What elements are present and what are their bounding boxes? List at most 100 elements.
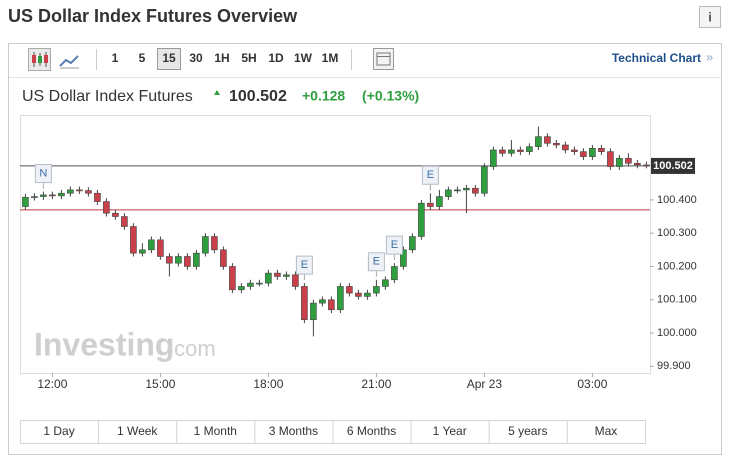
candle-body xyxy=(67,189,74,194)
plot-frame xyxy=(20,115,651,374)
interval-button[interactable]: 30 xyxy=(189,51,203,65)
candle-body xyxy=(346,286,353,294)
y-tick-label: 100.400 xyxy=(657,194,697,206)
candle-body xyxy=(436,196,443,207)
plot: 99.900 100.000 100.100 100.200 100.300 100.40… xyxy=(20,126,697,391)
interval-button[interactable]: 1 xyxy=(112,51,119,65)
event-marker[interactable] xyxy=(385,235,403,255)
candle-body xyxy=(247,282,254,287)
y-tick-label: 100.300 xyxy=(657,227,697,239)
y-tick-label: 100.200 xyxy=(657,260,697,272)
candle-body xyxy=(220,249,227,267)
event-label: E xyxy=(301,259,308,271)
candle-body xyxy=(202,236,209,254)
candle-body xyxy=(616,157,623,167)
candle-body xyxy=(40,194,47,197)
watermark-brand: Investing xyxy=(34,326,174,362)
candle-body xyxy=(409,236,416,251)
event-marker[interactable] xyxy=(421,165,439,185)
range-button[interactable] xyxy=(566,420,646,444)
candle-body xyxy=(643,164,650,167)
interval-button[interactable]: 5 xyxy=(139,51,146,65)
interval-button[interactable]: 1W xyxy=(294,51,313,65)
calendar-icon xyxy=(376,52,391,66)
candle-body xyxy=(130,226,137,254)
candle-body xyxy=(634,162,641,166)
page-title: US Dollar Index Futures Overview xyxy=(8,6,298,26)
candle-body xyxy=(265,272,272,284)
candle-body xyxy=(175,256,182,264)
interval-button[interactable]: 5H xyxy=(241,51,256,65)
candle-body xyxy=(310,302,317,321)
info-icon: i xyxy=(708,9,712,24)
event-marker[interactable] xyxy=(367,252,385,272)
y-tick-label: 99.900 xyxy=(657,360,691,372)
x-tick-label: 21:00 xyxy=(361,377,391,391)
range-label: 1 Year xyxy=(433,424,467,438)
candle-body xyxy=(139,249,146,254)
range-label: 5 years xyxy=(508,424,547,438)
candle-body xyxy=(121,216,128,227)
candle-body xyxy=(544,136,551,144)
candle-body xyxy=(85,190,92,194)
candle-body xyxy=(193,252,200,267)
link-arrow: » xyxy=(706,49,713,64)
up-arrow xyxy=(214,90,220,95)
candle-body xyxy=(157,239,164,257)
x-tick-label: 12:00 xyxy=(37,377,67,391)
event-label: E xyxy=(391,239,398,251)
event-label: E xyxy=(427,169,434,181)
candle-body xyxy=(103,201,110,214)
range-label: 1 Month xyxy=(194,424,237,438)
candle-body xyxy=(598,147,605,152)
candle-body xyxy=(508,149,515,154)
event-marker[interactable] xyxy=(34,164,52,184)
candle-body xyxy=(499,149,506,154)
x-tick-label: Apr 23 xyxy=(467,377,503,391)
range-label: 1 Day xyxy=(43,424,74,438)
range-label: 6 Months xyxy=(347,424,396,438)
event-marker[interactable] xyxy=(295,255,313,275)
candle-icon xyxy=(32,52,48,67)
price-change: +0.128 xyxy=(302,88,345,104)
interval-button[interactable]: 15 xyxy=(162,51,176,65)
technical-chart-link[interactable]: Technical Chart xyxy=(612,51,701,65)
line-chart-button[interactable] xyxy=(59,55,79,67)
interval-button[interactable]: 1M xyxy=(322,51,339,65)
candle-body xyxy=(553,142,560,146)
candle-body xyxy=(472,187,479,194)
candle-body xyxy=(256,282,263,285)
candle-body xyxy=(445,189,452,197)
y-tick-label: 100.000 xyxy=(657,327,697,339)
instrument-name: US Dollar Index Futures xyxy=(22,88,193,105)
current-price-tag xyxy=(651,157,695,174)
calendar-button[interactable] xyxy=(373,48,394,70)
candle-body xyxy=(490,149,497,167)
interval-button[interactable]: 1D xyxy=(268,51,284,65)
candle-body xyxy=(112,212,119,217)
event-label: E xyxy=(373,256,380,268)
candle-body xyxy=(454,189,461,192)
x-tick-label: 18:00 xyxy=(253,377,283,391)
x-tick-label: 03:00 xyxy=(577,377,607,391)
candle-body xyxy=(328,299,335,311)
candle-body xyxy=(22,196,29,207)
candle-body xyxy=(418,202,425,237)
candle-body xyxy=(292,274,299,287)
candle-body xyxy=(31,196,38,198)
candle-body xyxy=(589,147,596,157)
candle-body xyxy=(319,299,326,304)
y-tick-label: 100.100 xyxy=(657,294,697,306)
range-label: 1 Week xyxy=(117,424,158,438)
price-change-percent: (+0.13%) xyxy=(362,88,419,104)
candle-body xyxy=(94,192,101,202)
candle-body xyxy=(166,256,173,264)
interval-button[interactable]: 1H xyxy=(214,51,229,65)
candle-body xyxy=(148,239,155,251)
candle-body xyxy=(373,286,380,294)
candle-body xyxy=(391,266,398,281)
info-button[interactable] xyxy=(699,6,721,28)
interval-group: 1 5 15 30 1H 5H 1D 1W 1M xyxy=(112,48,339,70)
candle-body xyxy=(463,187,470,191)
candle-body xyxy=(400,249,407,267)
